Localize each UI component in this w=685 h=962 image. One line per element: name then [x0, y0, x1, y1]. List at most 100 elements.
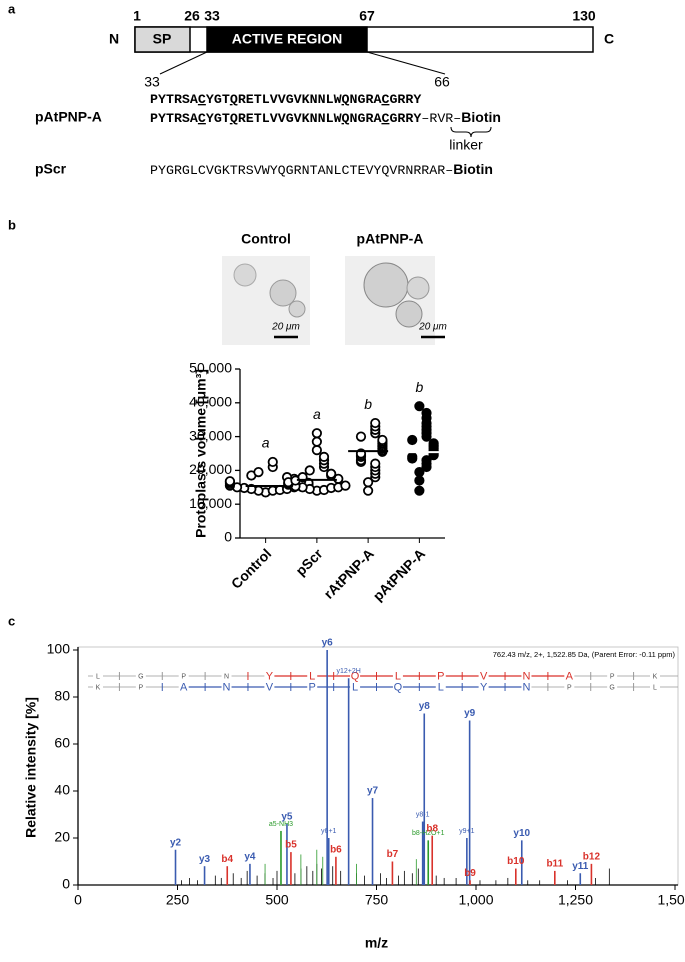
scale-bar-label: 20 μm: [271, 322, 300, 333]
ladder-residue: G: [138, 673, 143, 680]
position-label: 26: [184, 8, 200, 24]
y-tick-label: 50,000: [189, 360, 232, 376]
ladder-residue: G: [609, 684, 614, 691]
data-point: [304, 465, 315, 476]
peak-label: b6: [330, 844, 342, 855]
x-tick-label: 1,000: [458, 892, 493, 908]
ladder-bg: [350, 671, 361, 681]
ladder-bg: [564, 682, 575, 692]
peak-label: b7: [387, 849, 399, 860]
data-point: [224, 476, 236, 487]
peak-label: y6+1: [321, 828, 336, 835]
ladder-residue: N: [522, 670, 530, 682]
zoom-line: [366, 51, 446, 75]
tag: Biotin: [461, 109, 501, 125]
data-point: [340, 480, 351, 491]
x-tick-label: pAtPNP-A: [370, 545, 429, 604]
peak-label: y5: [281, 812, 293, 823]
data-point: [407, 451, 418, 462]
micrograph-title: Control: [241, 231, 291, 247]
x-tick-label: 0: [74, 892, 82, 908]
ladder-bg: [307, 682, 318, 692]
sequence: PYTRSACYGTQRETLVVGVKNNLWQNGRACGRRY: [150, 92, 421, 107]
active-region-box: [206, 26, 368, 53]
sequence: PYGRGLCVGKTRSVWYQGRNTANLCTEVYQVRNRRAR–Bi…: [150, 161, 493, 178]
y-axis-label: Relative intensity [%]: [23, 697, 39, 838]
peak-label: a5-NH3: [269, 821, 293, 828]
data-point: [311, 428, 322, 439]
significance-letter: a: [313, 406, 321, 422]
peak-label: y8-1: [416, 811, 430, 818]
sequence-segment: Q: [342, 111, 350, 126]
ladder-bg: [521, 682, 532, 692]
data-point: [311, 445, 322, 456]
data-point: [318, 451, 330, 462]
position-label: 67: [359, 8, 375, 24]
data-point: [363, 477, 374, 488]
peak-label: b12: [583, 851, 601, 862]
sequence-segment: PYGRGLCVGKTRSVWYQGRNTANLCTEVYQVRNRRAR: [150, 163, 445, 178]
y-tick-label: 0: [224, 529, 232, 545]
ladder-bg: [521, 671, 532, 681]
ladder-bg: [178, 682, 189, 692]
ladder-residue: V: [480, 670, 488, 682]
micrograph: [222, 256, 310, 345]
ladder-residue: L: [395, 670, 401, 682]
ladder-residue: L: [438, 681, 444, 693]
x-tick-label: 1,250: [558, 892, 593, 908]
ladder-bg: [307, 671, 318, 681]
ladder-bg: [435, 682, 446, 692]
peptide-name: pScr: [35, 161, 67, 177]
data-point: [355, 431, 367, 442]
ladder-bg: [478, 682, 489, 692]
significance-letter: b: [364, 396, 372, 412]
sequence-segment: Q: [230, 92, 238, 107]
ladder-bg: [564, 671, 575, 681]
data-point: [407, 434, 418, 446]
sequence-segment: C: [198, 92, 206, 107]
data-point: [414, 401, 425, 412]
peak-label: y3: [199, 854, 211, 865]
ladder-residue: P: [309, 681, 316, 693]
panel-label: b: [8, 217, 16, 232]
ladder-bg: [221, 682, 232, 692]
peak-label: y2: [170, 837, 182, 848]
sequence-segment: NGRA: [350, 111, 382, 126]
sequence-segment: Q: [230, 111, 238, 126]
x-axis-label: m/z: [365, 935, 388, 951]
ladder-residue: P: [437, 670, 444, 682]
ladder-residue: Q: [351, 670, 360, 682]
y-tick-label: 40: [54, 782, 70, 798]
peptide-start: 33: [144, 74, 160, 90]
sequence-segment: NGRA: [350, 92, 382, 107]
y-tick-label: 40,000: [189, 394, 232, 410]
peak-label: b5: [285, 840, 297, 851]
plot-frame: [77, 646, 679, 886]
ladder-residue: P: [610, 673, 615, 680]
position-label: 33: [204, 8, 220, 24]
sequence-segment: PYTRSA: [150, 92, 198, 107]
peak-label: y7: [367, 786, 379, 797]
ladder-residue: Y: [266, 670, 274, 682]
data-point: [421, 407, 432, 419]
sequence-segment: C: [381, 92, 389, 107]
linker-sequence: –: [445, 163, 453, 178]
peak-label: y6: [322, 638, 334, 649]
y-axis-label: Protoplasts volume [μm³]: [193, 369, 209, 538]
data-point: [428, 438, 439, 449]
active-region-label: ACTIVE REGION: [232, 31, 342, 47]
ladder-residue: L: [309, 670, 315, 682]
peak-label: y8: [419, 701, 431, 712]
sequence-segment: Q: [342, 92, 350, 107]
signal-peptide-label: SP: [153, 31, 172, 47]
ladder-residue: V: [266, 681, 274, 693]
peak-label: y10: [513, 828, 530, 839]
ladder-bg: [221, 671, 232, 681]
ladder-bg: [135, 682, 146, 692]
scale-bar-label: 20 μm: [418, 322, 447, 333]
ladder-bg: [650, 671, 660, 681]
data-point: [363, 485, 374, 496]
tag: Biotin: [453, 161, 493, 177]
sequence-segment: PYTRSA: [150, 111, 198, 126]
ladder-residue: L: [653, 684, 657, 691]
